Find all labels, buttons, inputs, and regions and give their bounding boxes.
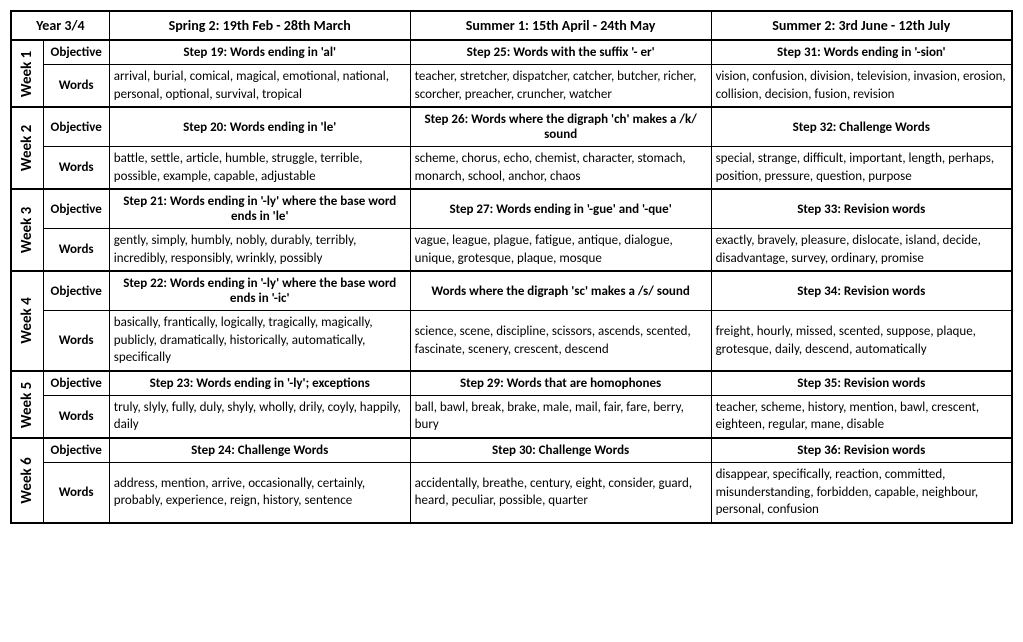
words-cell: disappear, specifically, reaction, commi…	[711, 463, 1012, 523]
header-year: Year 3/4	[11, 11, 109, 40]
objective-cell: Step 36: Revision words	[711, 438, 1012, 463]
row-label-objective: Objective	[43, 40, 109, 65]
words-cell: vision, confusion, division, television,…	[711, 65, 1012, 108]
words-cell: special, strange, difficult, important, …	[711, 147, 1012, 190]
row-label-words: Words	[43, 147, 109, 190]
week-label: Week 3	[11, 189, 43, 271]
spelling-plan-table: Year 3/4Spring 2: 19th Feb - 28th MarchS…	[10, 10, 1013, 524]
words-cell: freight, hourly, missed, scented, suppos…	[711, 311, 1012, 371]
words-cell: gently, simply, humbly, nobly, durably, …	[109, 229, 410, 272]
words-cell: teacher, scheme, history, mention, bawl,…	[711, 395, 1012, 438]
words-cell: battle, settle, article, humble, struggl…	[109, 147, 410, 190]
objective-cell: Step 31: Words ending in '-sion'	[711, 40, 1012, 65]
row-label-words: Words	[43, 395, 109, 438]
words-cell: scheme, chorus, echo, chemist, character…	[410, 147, 711, 190]
row-label-words: Words	[43, 463, 109, 523]
objective-cell: Step 20: Words ending in 'le'	[109, 107, 410, 147]
objective-cell: Step 34: Revision words	[711, 271, 1012, 311]
objective-cell: Step 21: Words ending in '-ly' where the…	[109, 189, 410, 229]
objective-cell: Step 19: Words ending in 'al'	[109, 40, 410, 65]
objective-cell: Words where the digraph 'sc' makes a /s/…	[410, 271, 711, 311]
row-label-objective: Objective	[43, 271, 109, 311]
objective-cell: Step 26: Words where the digraph 'ch' ma…	[410, 107, 711, 147]
words-cell: arrival, burial, comical, magical, emoti…	[109, 65, 410, 108]
week-label: Week 1	[11, 40, 43, 107]
objective-cell: Step 27: Words ending in '-gue' and '-qu…	[410, 189, 711, 229]
row-label-objective: Objective	[43, 107, 109, 147]
objective-cell: Step 35: Revision words	[711, 371, 1012, 396]
row-label-words: Words	[43, 65, 109, 108]
header-term: Summer 2: 3rd June - 12th July	[711, 11, 1012, 40]
words-cell: science, scene, discipline, scissors, as…	[410, 311, 711, 371]
words-cell: truly, slyly, fully, duly, shyly, wholly…	[109, 395, 410, 438]
objective-cell: Step 30: Challenge Words	[410, 438, 711, 463]
week-label: Week 4	[11, 271, 43, 371]
objective-cell: Step 25: Words with the suffix '- er'	[410, 40, 711, 65]
objective-cell: Step 32: Challenge Words	[711, 107, 1012, 147]
row-label-objective: Objective	[43, 371, 109, 396]
header-term: Summer 1: 15th April - 24th May	[410, 11, 711, 40]
objective-cell: Step 29: Words that are homophones	[410, 371, 711, 396]
words-cell: address, mention, arrive, occasionally, …	[109, 463, 410, 523]
objective-cell: Step 22: Words ending in '-ly' where the…	[109, 271, 410, 311]
header-term: Spring 2: 19th Feb - 28th March	[109, 11, 410, 40]
week-label: Week 6	[11, 438, 43, 523]
objective-cell: Step 24: Challenge Words	[109, 438, 410, 463]
row-label-objective: Objective	[43, 438, 109, 463]
row-label-objective: Objective	[43, 189, 109, 229]
objective-cell: Step 23: Words ending in '-ly'; exceptio…	[109, 371, 410, 396]
week-label: Week 2	[11, 107, 43, 189]
words-cell: exactly, bravely, pleasure, dislocate, i…	[711, 229, 1012, 272]
row-label-words: Words	[43, 311, 109, 371]
row-label-words: Words	[43, 229, 109, 272]
words-cell: ball, bawl, break, brake, male, mail, fa…	[410, 395, 711, 438]
words-cell: accidentally, breathe, century, eight, c…	[410, 463, 711, 523]
words-cell: teacher, stretcher, dispatcher, catcher,…	[410, 65, 711, 108]
words-cell: vague, league, plague, fatigue, antique,…	[410, 229, 711, 272]
week-label: Week 5	[11, 371, 43, 438]
words-cell: basically, frantically, logically, tragi…	[109, 311, 410, 371]
objective-cell: Step 33: Revision words	[711, 189, 1012, 229]
